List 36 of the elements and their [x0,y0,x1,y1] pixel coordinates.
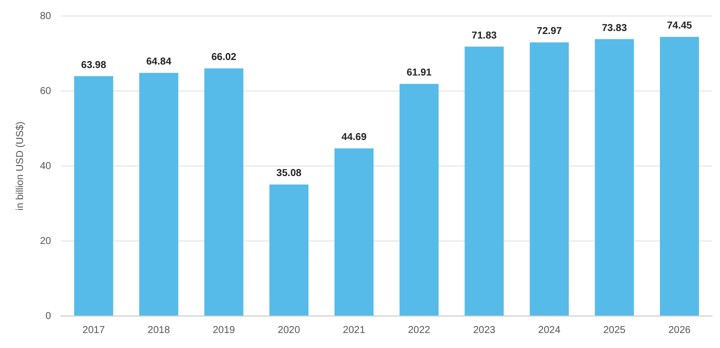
bar [269,184,308,316]
x-tick-label: 2023 [473,324,496,336]
data-label: 63.98 [81,60,107,71]
x-tick-label: 2022 [408,324,431,336]
bar [74,76,114,316]
y-tick-label: 60 [40,86,52,97]
data-label: 72.97 [536,26,562,38]
y-tick-label: 80 [40,10,52,22]
y-axis-title: in billion USD (US$) [14,122,26,210]
bar [530,42,569,316]
y-tick-label: 40 [40,160,52,172]
x-tick-label: 2024 [538,324,561,336]
bar [464,46,504,316]
bar [139,72,178,316]
x-tick-label: 2018 [148,324,170,336]
x-tick-label: 2019 [212,324,236,336]
x-tick-label: 2021 [342,324,366,336]
data-label: 44.69 [342,132,367,144]
data-label: 64.84 [146,56,172,68]
x-tick-label: 2017 [82,324,106,336]
bar [594,39,634,316]
data-label: 61.91 [406,68,432,79]
bar [334,148,374,316]
data-label: 71.83 [472,30,498,42]
data-label: 73.83 [602,22,628,34]
y-tick-label: 0 [46,310,52,322]
data-label: 74.45 [666,20,692,32]
x-tick-label: 2025 [603,324,626,336]
data-label: 35.08 [276,168,302,180]
x-tick-label: 2020 [278,324,300,336]
bar [400,84,439,316]
data-label: 66.02 [211,52,237,64]
bar [204,68,244,316]
bar [660,36,699,316]
x-tick-label: 2026 [668,324,692,336]
y-tick-label: 20 [40,236,52,247]
